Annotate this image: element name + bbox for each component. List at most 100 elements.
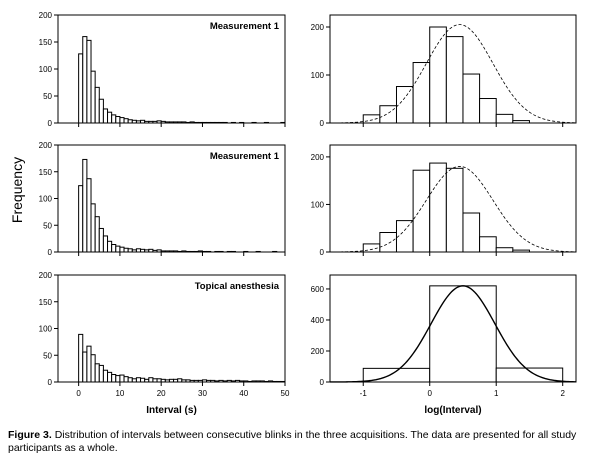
- histogram-bar: [107, 111, 113, 124]
- histogram-bar: [429, 162, 447, 253]
- histogram-bar: [495, 247, 514, 253]
- histogram-bar: [102, 235, 109, 253]
- x-tick-label: 30: [198, 389, 207, 398]
- y-tick-label: 200: [39, 271, 53, 280]
- histogram-bar: [90, 203, 96, 253]
- panel-title: Measurement 1: [210, 151, 280, 162]
- histogram-bar: [90, 354, 96, 383]
- histogram-bar: [94, 216, 100, 253]
- histogram-bar: [115, 375, 121, 383]
- histogram-bar: [102, 369, 109, 383]
- plot-frame: [329, 144, 577, 253]
- x-tick-label: 0: [76, 389, 81, 398]
- y-tick-label: 200: [311, 347, 325, 356]
- panel-title: Topical anesthesia: [195, 281, 280, 292]
- y-tick-label: 200: [39, 141, 53, 150]
- histogram-bar: [82, 36, 88, 124]
- caption-label: Figure 3.: [8, 429, 52, 441]
- y-tick-label: 100: [311, 200, 325, 209]
- histogram-bar: [115, 116, 121, 124]
- y-tick-label: 400: [311, 316, 325, 325]
- histogram-bar: [107, 240, 113, 253]
- x-tick-label: 1: [494, 389, 499, 398]
- y-tick-label: 50: [43, 221, 52, 230]
- histogram-bar: [90, 70, 96, 124]
- x-tick-label: 50: [281, 389, 290, 398]
- histogram-bar: [148, 377, 154, 383]
- histogram-bar: [98, 364, 104, 383]
- histogram-bar: [78, 185, 84, 253]
- x-tick-label: 40: [239, 389, 248, 398]
- histogram-bar: [479, 98, 497, 124]
- histogram-bar: [94, 86, 100, 124]
- y-tick-label: 100: [39, 325, 53, 334]
- y-axis-label: Frequency: [9, 157, 25, 223]
- histogram-bar: [412, 62, 431, 124]
- histogram-bar: [379, 232, 397, 253]
- y-tick-label: 0: [320, 248, 325, 257]
- histogram-bar: [127, 377, 133, 383]
- histogram-bar: [119, 374, 125, 383]
- histogram-bar: [102, 108, 109, 124]
- x-tick-label: -1: [360, 389, 368, 398]
- histogram-bar: [111, 114, 117, 124]
- histogram-bar: [111, 374, 117, 383]
- histogram-bar: [123, 247, 129, 253]
- histogram-bar: [78, 333, 84, 383]
- y-tick-label: 150: [39, 298, 53, 307]
- plot-frame: [329, 14, 577, 124]
- y-tick-label: 50: [43, 351, 52, 360]
- y-tick-label: 0: [320, 119, 325, 128]
- caption-text: Distribution of intervals between consec…: [8, 429, 577, 454]
- histogram-bar: [445, 36, 464, 124]
- histogram-bar: [123, 376, 129, 383]
- histogram-bar: [78, 53, 84, 124]
- y-tick-label: 100: [39, 65, 53, 74]
- y-tick-label: 200: [39, 11, 53, 20]
- histogram-bar: [395, 86, 414, 124]
- y-tick-label: 50: [43, 92, 52, 101]
- histogram-bar: [462, 212, 481, 253]
- histogram-bar: [86, 39, 92, 124]
- histogram-bar: [107, 371, 113, 383]
- fit-curve: [329, 166, 577, 253]
- histogram-bar: [462, 73, 481, 124]
- histogram-bar: [479, 236, 497, 253]
- y-tick-label: 100: [311, 71, 325, 80]
- histogram-bar: [119, 246, 125, 253]
- histogram-bar: [115, 245, 121, 253]
- histogram-bar: [379, 105, 397, 124]
- histogram-bar: [94, 363, 100, 383]
- y-tick-label: 0: [48, 119, 53, 128]
- histogram-bar: [429, 285, 497, 383]
- y-tick-label: 200: [311, 23, 325, 32]
- histogram-bar: [111, 244, 117, 253]
- y-tick-label: 0: [48, 248, 53, 257]
- x-tick-label: 20: [157, 389, 166, 398]
- y-tick-label: 600: [311, 285, 325, 294]
- histogram-bar: [82, 351, 88, 383]
- histogram-bar: [412, 169, 431, 253]
- fit-curve: [330, 285, 577, 383]
- x-axis-label: Interval (s): [146, 405, 197, 416]
- y-tick-label: 150: [39, 38, 53, 47]
- histogram-bar: [86, 178, 92, 253]
- histogram-bar: [140, 377, 146, 383]
- histogram-bar: [82, 158, 88, 253]
- y-tick-label: 150: [39, 168, 53, 177]
- x-tick-label: 10: [115, 389, 124, 398]
- y-tick-label: 0: [320, 378, 325, 387]
- histogram-bar: [429, 26, 447, 124]
- histogram-bar: [119, 117, 125, 124]
- histogram-bar: [123, 118, 129, 124]
- histogram-bar: [98, 98, 104, 124]
- y-tick-label: 100: [39, 195, 53, 204]
- histogram-bar: [135, 377, 142, 383]
- histogram-bar: [445, 167, 464, 253]
- histogram-bar: [495, 113, 514, 124]
- histogram-bar: [98, 227, 104, 253]
- panel-title: Measurement 1: [210, 21, 280, 32]
- figure-caption: Figure 3. Distribution of intervals betw…: [8, 429, 586, 455]
- y-tick-label: 200: [311, 153, 325, 162]
- x-axis-label: log(Interval): [424, 405, 481, 416]
